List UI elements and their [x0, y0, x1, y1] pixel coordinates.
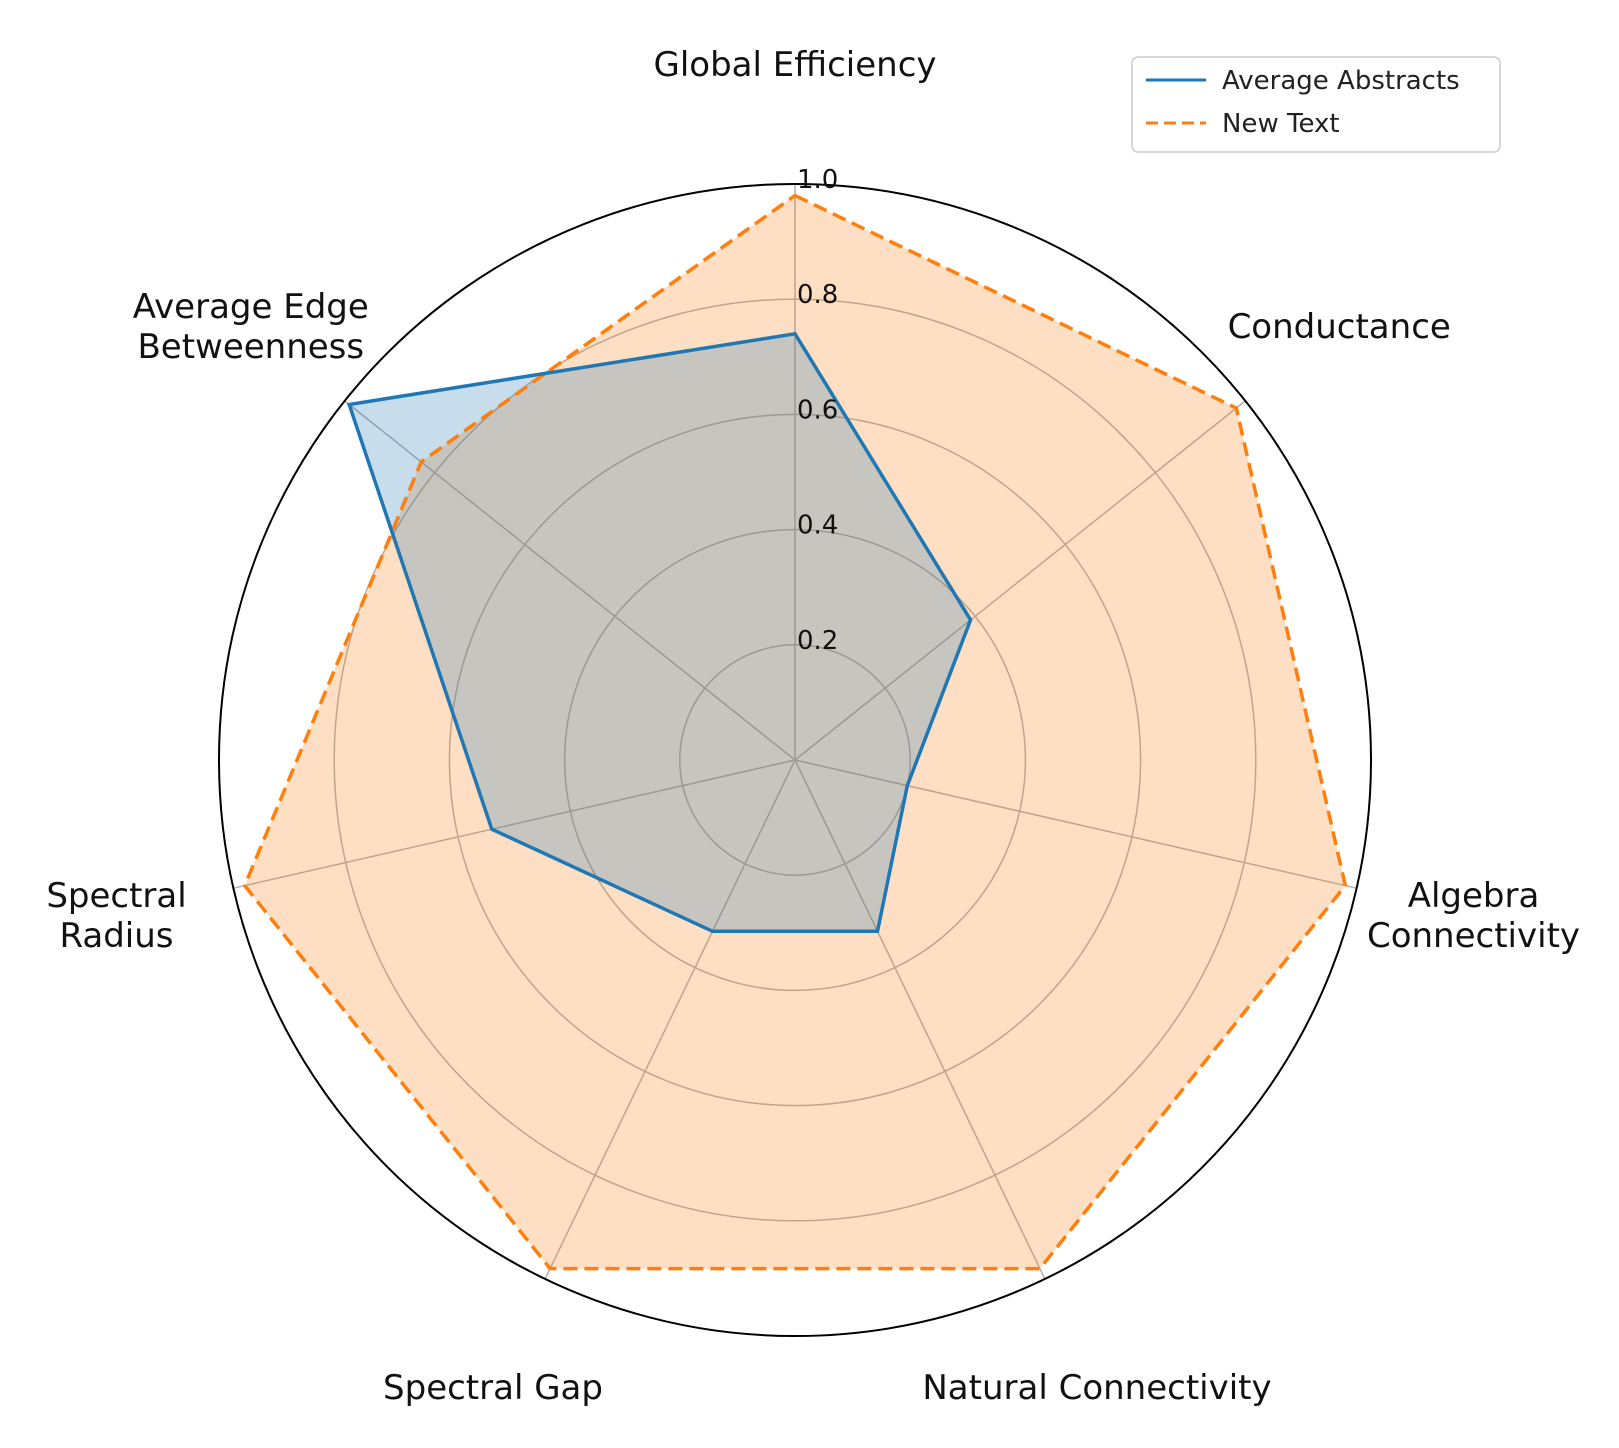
- r-tick-label: 0.4: [797, 511, 838, 541]
- axis-spoke-algebra-connectivity: [794, 759, 1357, 889]
- legend-label-new-text: New Text: [1222, 109, 1340, 139]
- axis-spoke-spectral-gap: [544, 759, 796, 1280]
- radial-tick-labels: 0.2 0.4 0.6 0.8 1.0: [797, 165, 838, 656]
- axis-label-spectral-radius: Spectral Radius: [46, 876, 186, 956]
- axis-labels: Global Efficiency Conductance Algebra Conne…: [46, 45, 1580, 1408]
- axis-label-spectral-gap: Spectral Gap: [383, 1368, 603, 1408]
- axis-label-conductance: Conductance: [1228, 307, 1451, 347]
- r-tick-label: 0.2: [797, 626, 838, 656]
- series-line-average-abstracts: [346, 331, 973, 934]
- grid: [233, 184, 1357, 1280]
- legend-box: [1131, 56, 1501, 153]
- series-fill-new-text: [244, 195, 1346, 1269]
- axis-label-algebra-connectivity: Algebra Connectivity: [1367, 876, 1580, 956]
- outer-circle: [218, 183, 1372, 1337]
- r-tick-label: 1.0: [797, 165, 838, 195]
- axis-spoke-average-edge-betweenness: [344, 400, 796, 761]
- legend: Average Abstracts New Text: [1131, 56, 1501, 153]
- axis-label-average-edge-betweenness: Average Edge Betweenness: [133, 287, 369, 367]
- axis-spoke-spectral-radius: [233, 759, 796, 889]
- r-tick-label: 0.8: [797, 280, 838, 310]
- axis-label-natural-connectivity: Natural Connectivity: [922, 1368, 1271, 1408]
- series-fill-average-abstracts: [349, 333, 971, 932]
- r-tick-label: 0.6: [797, 395, 838, 425]
- outer-frame: [218, 183, 1372, 1337]
- axis-label-global-efficiency: Global Efficiency: [653, 45, 936, 85]
- axis-spoke-conductance: [794, 400, 1246, 761]
- series-fills: [244, 195, 1346, 1269]
- axis-spoke-natural-connectivity: [794, 759, 1046, 1280]
- series-line-new-text: [242, 193, 1348, 1271]
- series-lines: [242, 193, 1348, 1271]
- legend-label-average-abstracts: Average Abstracts: [1222, 66, 1460, 96]
